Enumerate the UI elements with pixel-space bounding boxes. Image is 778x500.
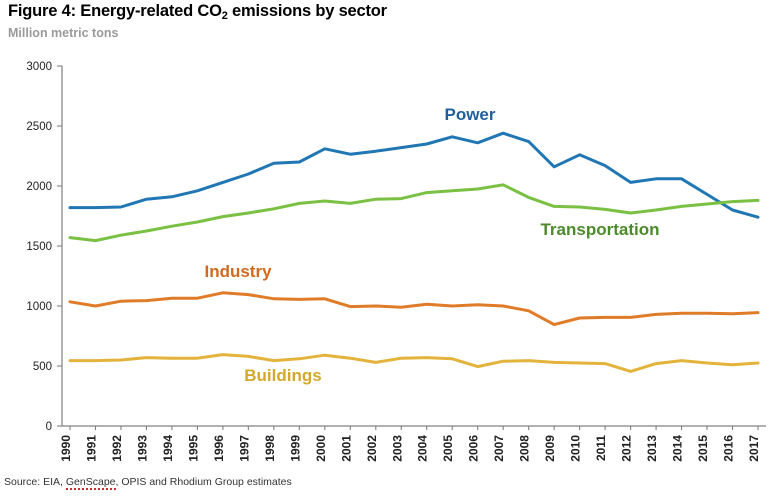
y-tick-label: 500 bbox=[33, 361, 52, 373]
x-tick-group: 1990 1991 1992 1993 1994 1995 1996 1997 1998 1999… bbox=[59, 426, 761, 462]
x-tick-label: 2012 bbox=[620, 435, 634, 462]
x-axis-group: 1990 1991 1992 1993 1994 1995 1996 1997 1998 1999… bbox=[59, 425, 766, 462]
series-line-power bbox=[68, 131, 760, 219]
figure-title: Figure 4: Energy-related CO2 emissions b… bbox=[8, 2, 387, 22]
series-label-buildings: Buildings bbox=[244, 366, 321, 385]
y-axis-group: 0 500 1000 1500 2000 2500 3000 bbox=[26, 61, 63, 433]
series-labels-group: Power Transportation Industry Buildings bbox=[204, 105, 659, 385]
x-tick-label: 1991 bbox=[84, 435, 98, 462]
x-tick-label: 2013 bbox=[645, 435, 659, 462]
figure-title-suffix: emissions by sector bbox=[227, 2, 387, 20]
series-line-industry bbox=[68, 291, 760, 327]
y-tick-label: 1000 bbox=[26, 301, 52, 313]
series-label-power: Power bbox=[444, 105, 495, 124]
series-line-buildings bbox=[68, 353, 760, 373]
x-tick-label: 2005 bbox=[441, 435, 455, 462]
x-tick-label: 1998 bbox=[263, 435, 277, 462]
x-tick-label: 1992 bbox=[110, 435, 124, 462]
x-tick-label: 1994 bbox=[161, 435, 175, 462]
x-tick-label: 2001 bbox=[339, 435, 353, 462]
x-tick-label: 2006 bbox=[467, 435, 481, 462]
x-tick-label: 2007 bbox=[492, 435, 506, 462]
source-prefix: Source: EIA, bbox=[4, 476, 66, 488]
x-tick-label: 2000 bbox=[314, 435, 328, 462]
source-suffix: , OPIS and Rhodium Group estimates bbox=[115, 476, 292, 488]
plot-area: 0 500 1000 1500 2000 2500 3000 1990 1991 1992 199… bbox=[26, 61, 766, 462]
x-tick-label: 2008 bbox=[518, 435, 532, 462]
x-tick-label: 1990 bbox=[59, 435, 73, 462]
series-line-transportation bbox=[68, 183, 760, 243]
source-misspelled-word: GenScape bbox=[65, 476, 116, 490]
source-note: Source: EIA, GenScape, OPIS and Rhodium … bbox=[4, 476, 292, 490]
x-tick-label: 1997 bbox=[237, 435, 251, 462]
x-tick-label: 2002 bbox=[365, 435, 379, 462]
x-tick-label: 2004 bbox=[416, 435, 430, 462]
y-tick-label: 2000 bbox=[26, 181, 52, 193]
series-label-industry: Industry bbox=[204, 262, 272, 281]
y-tick-label: 3000 bbox=[26, 61, 52, 73]
x-tick-label: 2010 bbox=[569, 435, 583, 462]
figure-title-subscript: 2 bbox=[221, 10, 228, 22]
figure-title-prefix: Figure 4: Energy-related CO bbox=[8, 2, 222, 20]
x-tick-label: 2014 bbox=[671, 435, 685, 462]
x-tick-label: 2015 bbox=[696, 435, 710, 462]
series-lines-group bbox=[68, 131, 760, 373]
x-tick-label: 1996 bbox=[212, 435, 226, 462]
y-tick-label: 1500 bbox=[26, 241, 52, 253]
y-tick-label: 2500 bbox=[26, 121, 52, 133]
x-tick-label: 1995 bbox=[186, 435, 200, 462]
x-tick-label: 1993 bbox=[135, 435, 149, 462]
x-tick-label: 1999 bbox=[288, 435, 302, 462]
x-tick-label: 2003 bbox=[390, 435, 404, 462]
figure-subtitle: Million metric tons bbox=[8, 26, 119, 40]
x-tick-label: 2016 bbox=[722, 435, 736, 462]
y-tick-label: 0 bbox=[46, 421, 52, 433]
x-tick-label: 2009 bbox=[543, 435, 557, 462]
x-tick-label: 2017 bbox=[747, 435, 761, 462]
series-label-transportation: Transportation bbox=[540, 220, 659, 239]
x-tick-label: 2011 bbox=[594, 435, 608, 461]
y-tick-group: 0 500 1000 1500 2000 2500 3000 bbox=[26, 61, 62, 433]
